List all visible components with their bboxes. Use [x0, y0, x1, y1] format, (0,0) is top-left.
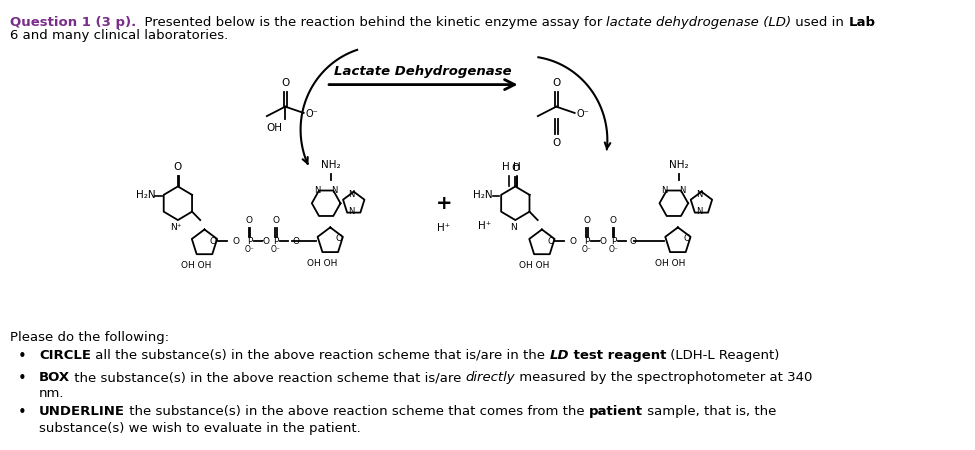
Text: test reagent: test reagent — [568, 349, 666, 362]
Text: N: N — [696, 207, 703, 216]
Text: O: O — [552, 138, 561, 148]
Text: N: N — [314, 186, 320, 195]
Text: patient: patient — [589, 405, 643, 418]
Text: -: - — [598, 237, 601, 246]
Text: O: O — [262, 237, 269, 246]
Text: O: O — [552, 78, 561, 88]
Text: H⁺: H⁺ — [437, 223, 450, 233]
Text: OH OH: OH OH — [519, 261, 549, 270]
Text: the substance(s) in the above reaction scheme that comes from the: the substance(s) in the above reaction s… — [125, 405, 589, 418]
Text: O⁻: O⁻ — [245, 245, 254, 254]
Text: sample, that is, the: sample, that is, the — [643, 405, 776, 418]
Text: Lab: Lab — [848, 16, 876, 29]
Text: UNDERLINE: UNDERLINE — [39, 405, 125, 418]
Text: O: O — [281, 78, 290, 88]
Text: O: O — [583, 216, 591, 225]
Text: P: P — [610, 237, 616, 246]
Text: •: • — [18, 371, 26, 386]
Text: N: N — [332, 186, 337, 195]
Text: O: O — [547, 237, 554, 246]
Text: O: O — [232, 237, 239, 246]
Text: O: O — [630, 237, 637, 246]
Text: directly: directly — [466, 371, 516, 384]
Text: N: N — [696, 190, 703, 199]
Text: LD: LD — [549, 349, 568, 362]
Text: nm.: nm. — [39, 387, 64, 400]
Text: O: O — [511, 163, 520, 173]
Text: O: O — [569, 237, 576, 246]
Text: Presented below is the reaction behind the kinetic enzyme assay for: Presented below is the reaction behind t… — [136, 16, 606, 29]
Text: •: • — [18, 405, 26, 420]
Text: CIRCLE: CIRCLE — [39, 349, 91, 362]
Text: NH₂: NH₂ — [669, 160, 688, 170]
Text: Question 1 (3 p).: Question 1 (3 p). — [10, 16, 136, 29]
Text: O: O — [292, 237, 299, 246]
Text: the substance(s) in the above reaction scheme that is/are: the substance(s) in the above reaction s… — [70, 371, 466, 384]
Text: Lactate Dehydrogenase: Lactate Dehydrogenase — [334, 65, 512, 78]
Text: all the substance(s) in the above reaction scheme that is/are in the: all the substance(s) in the above reacti… — [91, 349, 549, 362]
Text: -: - — [260, 237, 263, 246]
Text: lactate dehydrogenase: lactate dehydrogenase — [606, 16, 760, 29]
Text: used in: used in — [792, 16, 848, 29]
Text: +: + — [436, 194, 452, 213]
Text: OH OH: OH OH — [654, 259, 684, 268]
Text: O⁻: O⁻ — [576, 109, 590, 119]
Text: OH OH: OH OH — [307, 259, 337, 268]
Text: N: N — [348, 207, 355, 216]
Text: H⁺: H⁺ — [478, 221, 491, 231]
Text: P: P — [247, 237, 253, 246]
Text: Please do the following:: Please do the following: — [10, 331, 169, 344]
Text: OH OH: OH OH — [181, 261, 212, 270]
Text: O: O — [273, 216, 280, 225]
Text: (LD): (LD) — [760, 16, 792, 29]
Text: O: O — [600, 237, 606, 246]
Text: O: O — [335, 234, 342, 243]
Text: O: O — [174, 162, 182, 172]
Text: H H: H H — [502, 162, 521, 172]
Text: 6 and many clinical laboratories.: 6 and many clinical laboratories. — [10, 29, 228, 42]
Text: H₂N: H₂N — [473, 190, 492, 200]
Text: substance(s) we wish to evaluate in the patient.: substance(s) we wish to evaluate in the … — [39, 422, 361, 435]
Text: O: O — [210, 237, 216, 246]
Text: (LDH-L Reagent): (LDH-L Reagent) — [666, 349, 779, 362]
Text: O⁻: O⁻ — [306, 109, 319, 119]
Text: N: N — [679, 186, 685, 195]
Text: N⁺: N⁺ — [170, 223, 181, 232]
Text: P: P — [584, 237, 590, 246]
Text: H₂N: H₂N — [136, 190, 155, 200]
Text: P: P — [273, 237, 279, 246]
Text: O⁻: O⁻ — [582, 245, 592, 254]
Text: O: O — [683, 234, 690, 243]
Text: O⁻: O⁻ — [608, 245, 618, 254]
Text: OH: OH — [266, 123, 282, 134]
Text: •: • — [18, 349, 26, 364]
Text: BOX: BOX — [39, 371, 70, 384]
Text: N: N — [661, 186, 668, 195]
Text: O⁻: O⁻ — [271, 245, 281, 254]
Text: N: N — [510, 223, 517, 232]
Text: O: O — [610, 216, 617, 225]
Text: N: N — [348, 190, 355, 199]
Text: O: O — [246, 216, 253, 225]
Text: NH₂: NH₂ — [322, 160, 341, 170]
Text: measured by the spectrophotometer at 340: measured by the spectrophotometer at 340 — [516, 371, 813, 384]
